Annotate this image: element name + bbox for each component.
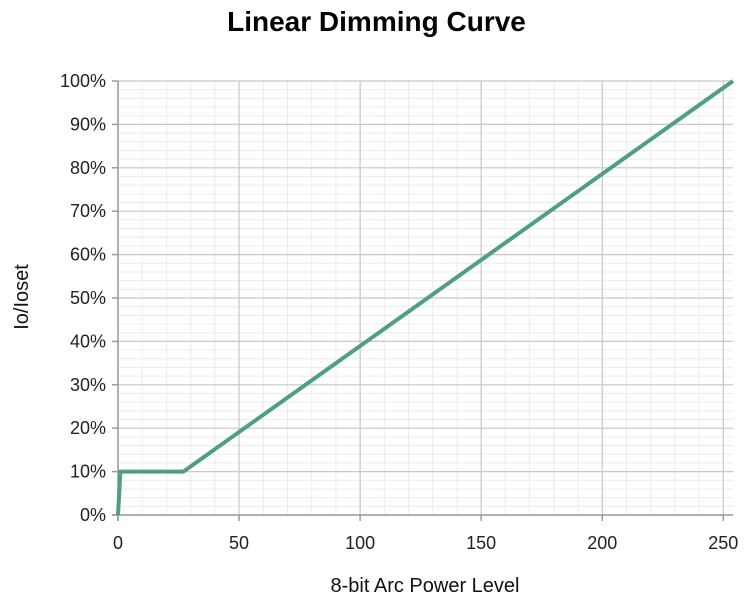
x-tick-label: 100 bbox=[345, 533, 375, 553]
x-axis-label: 8-bit Arc Power Level bbox=[331, 575, 520, 597]
y-tick-label: 20% bbox=[70, 418, 106, 438]
x-tick-label: 150 bbox=[466, 533, 496, 553]
tick-labels: 0 50 100 150 200 250 0% 10% 20% 30% 40% 50% 60% 70% 80… bbox=[60, 71, 738, 553]
y-tick-label: 100% bbox=[60, 71, 106, 91]
y-tick-label: 60% bbox=[70, 245, 106, 265]
grid bbox=[117, 80, 733, 516]
y-tick-label: 90% bbox=[70, 114, 106, 134]
y-tick-label: 0% bbox=[80, 505, 106, 525]
y-tick-label: 70% bbox=[70, 201, 106, 221]
x-tick-label: 0 bbox=[113, 533, 123, 553]
x-tick-label: 50 bbox=[229, 533, 249, 553]
y-tick-label: 80% bbox=[70, 158, 106, 178]
y-tick-label: 40% bbox=[70, 331, 106, 351]
series-line bbox=[116, 79, 735, 516]
x-tick-label: 250 bbox=[708, 533, 738, 553]
y-axis-label: Io/Ioset bbox=[11, 264, 33, 330]
y-tick-label: 30% bbox=[70, 375, 106, 395]
chart-title: Linear Dimming Curve bbox=[227, 6, 526, 37]
x-tick-label: 200 bbox=[587, 533, 617, 553]
series-layer bbox=[116, 79, 735, 516]
axes bbox=[112, 80, 733, 521]
y-tick-label: 10% bbox=[70, 462, 106, 482]
y-tick-label: 50% bbox=[70, 288, 106, 308]
